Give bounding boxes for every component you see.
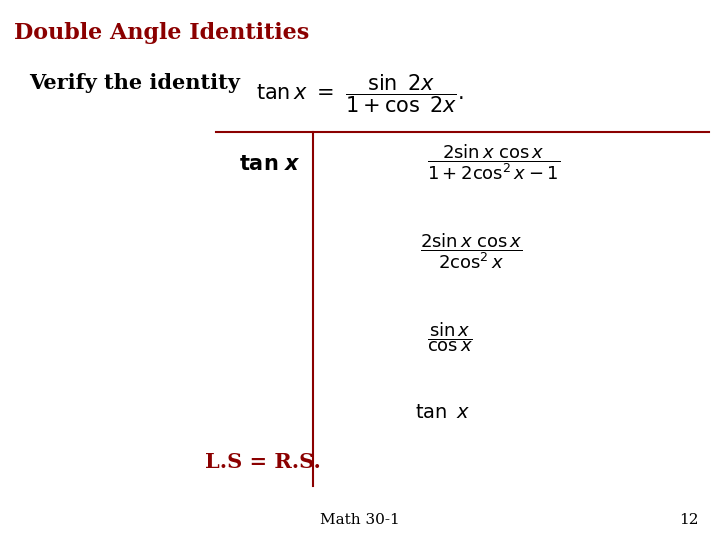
Text: $\tan x\ =\ \dfrac{\sin\ 2x}{1 + \cos\ 2x}.$: $\tan x\ =\ \dfrac{\sin\ 2x}{1 + \cos\ 2…: [256, 73, 464, 116]
Text: $\mathbf{tan}\ \boldsymbol{x}$: $\mathbf{tan}\ \boldsymbol{x}$: [239, 155, 301, 174]
Text: $\tan\ x$: $\tan\ x$: [415, 404, 470, 422]
Text: 12: 12: [679, 512, 698, 526]
Text: $\dfrac{2\sin x\ \cos x}{2\cos^2 x}$: $\dfrac{2\sin x\ \cos x}{2\cos^2 x}$: [420, 231, 523, 271]
Text: $\dfrac{\sin x}{\cos x}$: $\dfrac{\sin x}{\cos x}$: [427, 321, 473, 354]
Text: Math 30-1: Math 30-1: [320, 512, 400, 526]
Text: Verify the identity: Verify the identity: [29, 73, 240, 93]
Text: $\dfrac{2\sin x\ \cos x}{1 + 2\cos^2 x - 1}$: $\dfrac{2\sin x\ \cos x}{1 + 2\cos^2 x -…: [427, 142, 559, 182]
Text: L.S = R.S.: L.S = R.S.: [205, 451, 320, 472]
Text: Double Angle Identities: Double Angle Identities: [14, 22, 310, 44]
